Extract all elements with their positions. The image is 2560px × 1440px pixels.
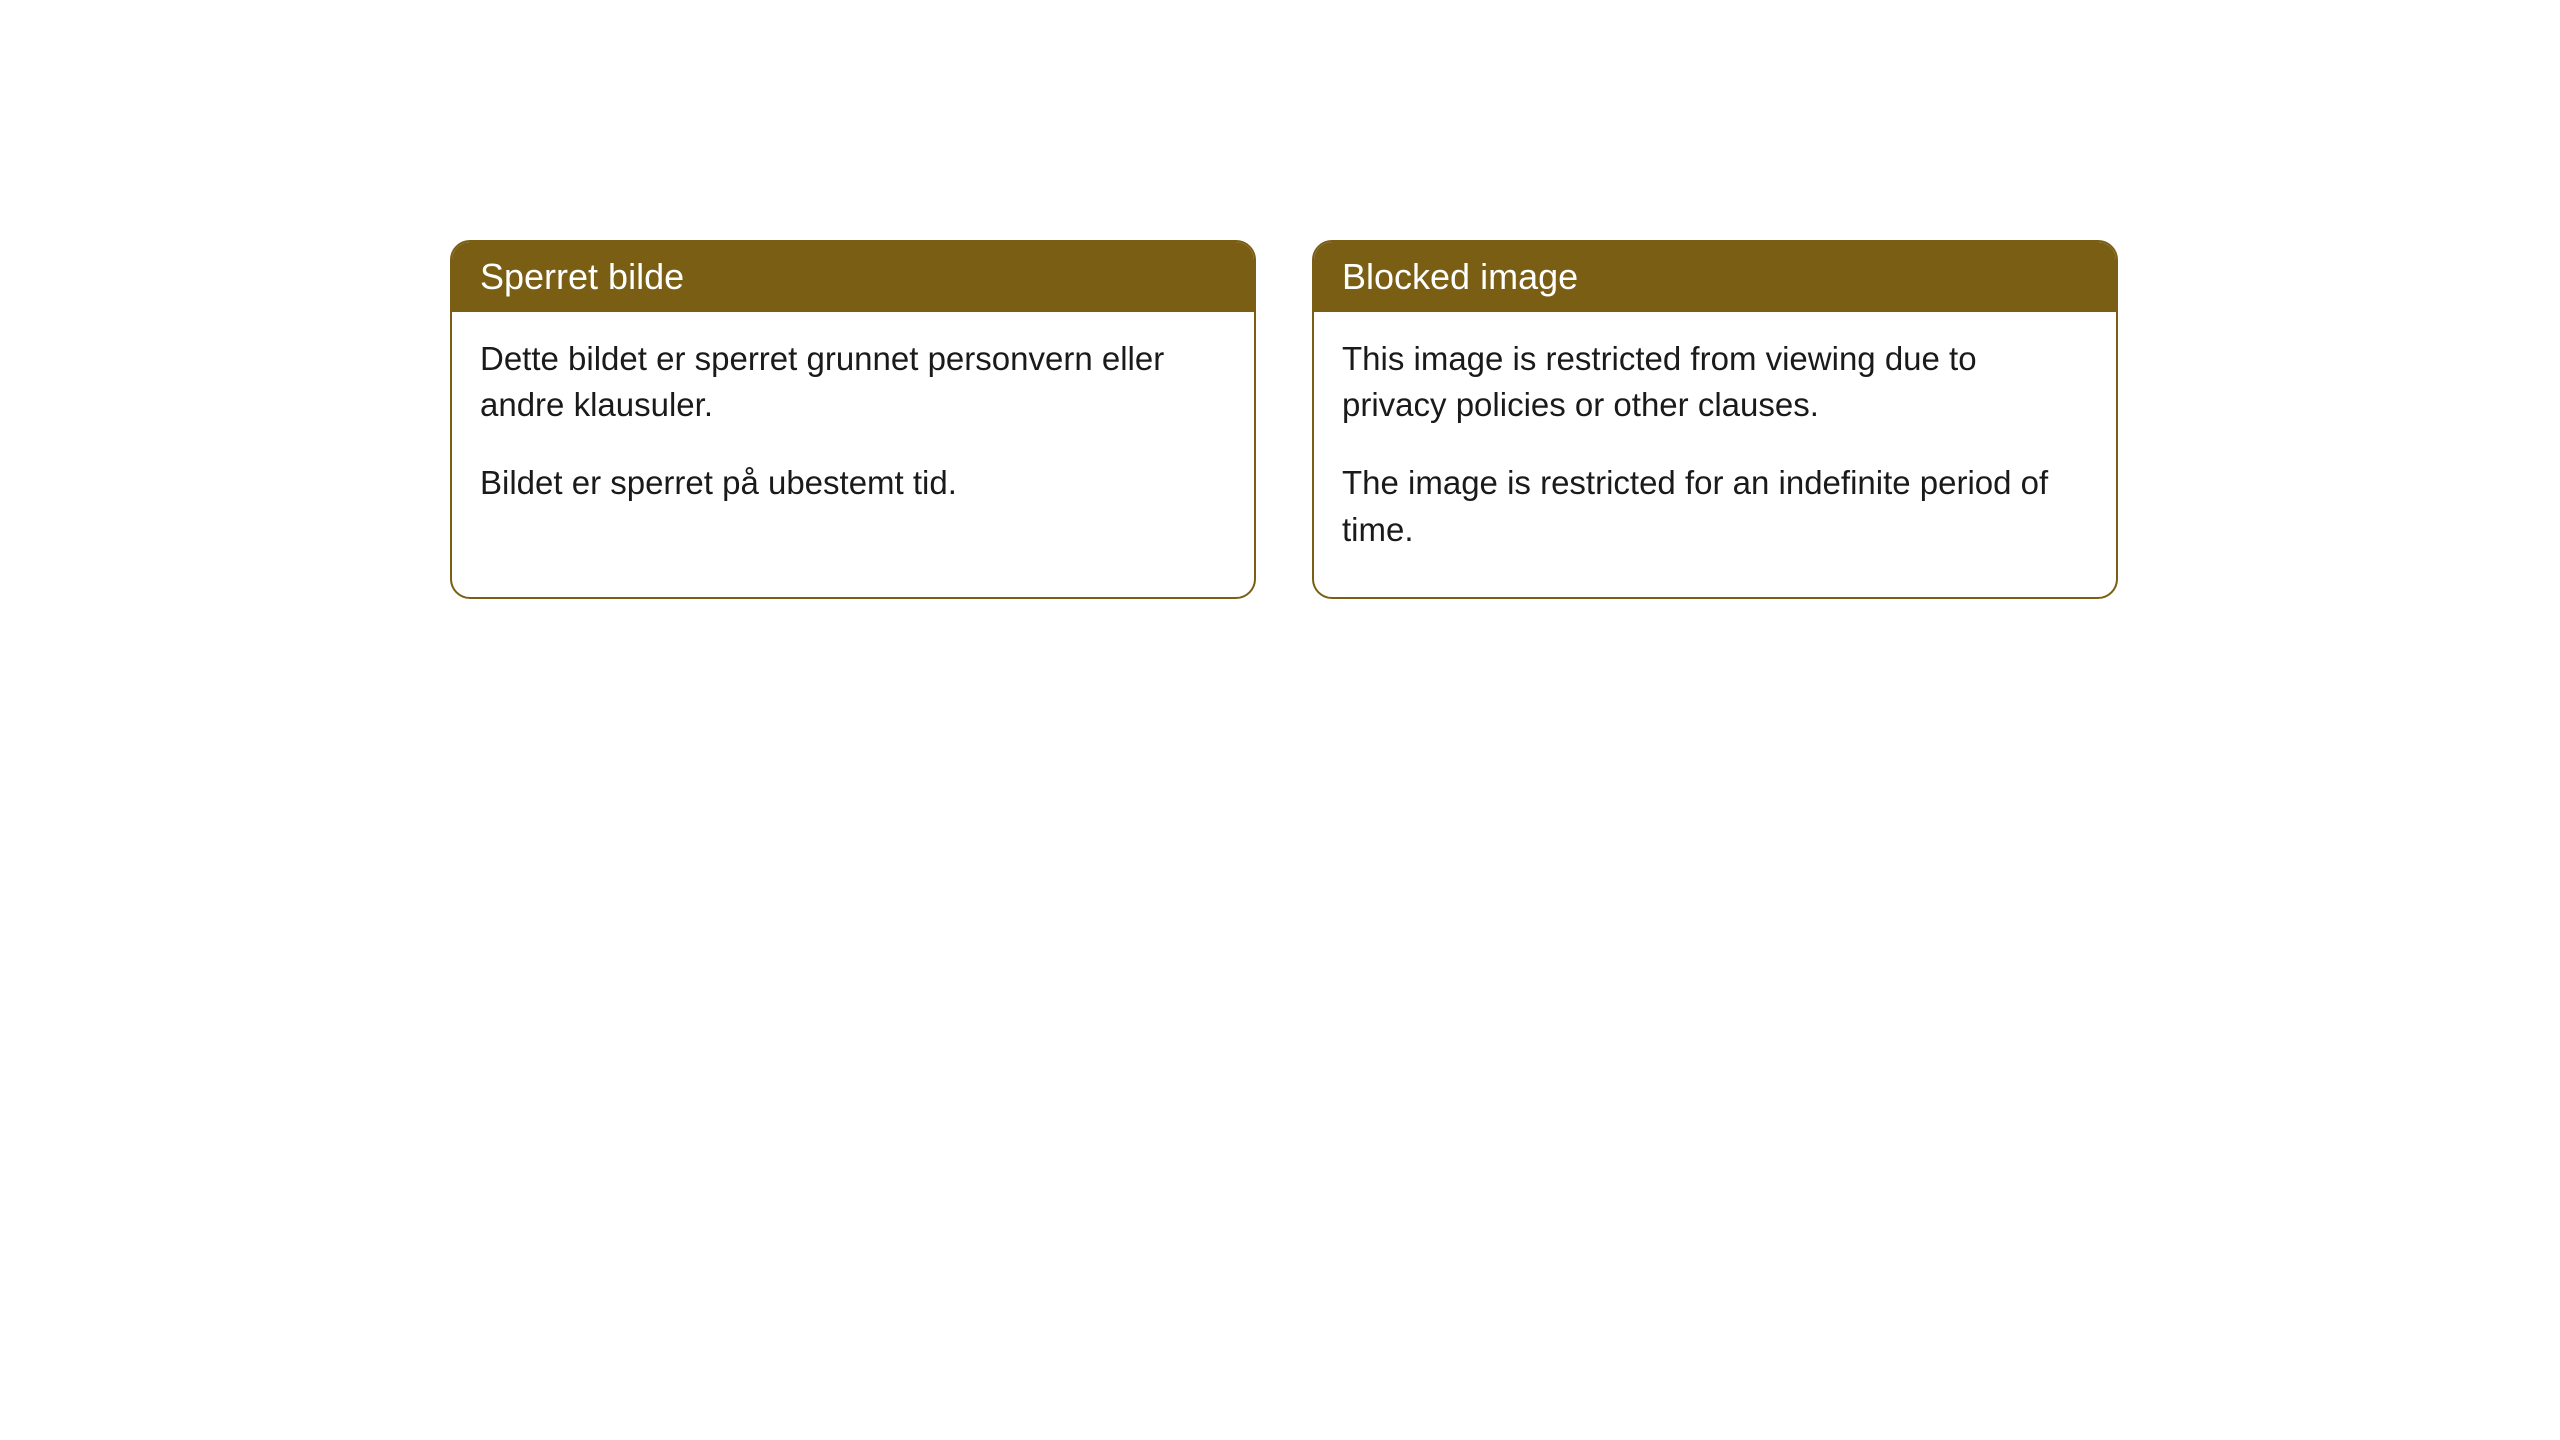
notice-paragraph-2-norwegian: Bildet er sperret på ubestemt tid.: [480, 460, 1226, 506]
notice-container: Sperret bilde Dette bildet er sperret gr…: [450, 240, 2118, 599]
notice-paragraph-1-english: This image is restricted from viewing du…: [1342, 336, 2088, 428]
notice-card-norwegian: Sperret bilde Dette bildet er sperret gr…: [450, 240, 1256, 599]
notice-body-norwegian: Dette bildet er sperret grunnet personve…: [452, 312, 1254, 551]
notice-header-norwegian: Sperret bilde: [452, 242, 1254, 312]
notice-card-english: Blocked image This image is restricted f…: [1312, 240, 2118, 599]
notice-title-english: Blocked image: [1342, 256, 1578, 297]
notice-header-english: Blocked image: [1314, 242, 2116, 312]
notice-title-norwegian: Sperret bilde: [480, 256, 684, 297]
notice-paragraph-1-norwegian: Dette bildet er sperret grunnet personve…: [480, 336, 1226, 428]
notice-body-english: This image is restricted from viewing du…: [1314, 312, 2116, 597]
notice-paragraph-2-english: The image is restricted for an indefinit…: [1342, 460, 2088, 552]
